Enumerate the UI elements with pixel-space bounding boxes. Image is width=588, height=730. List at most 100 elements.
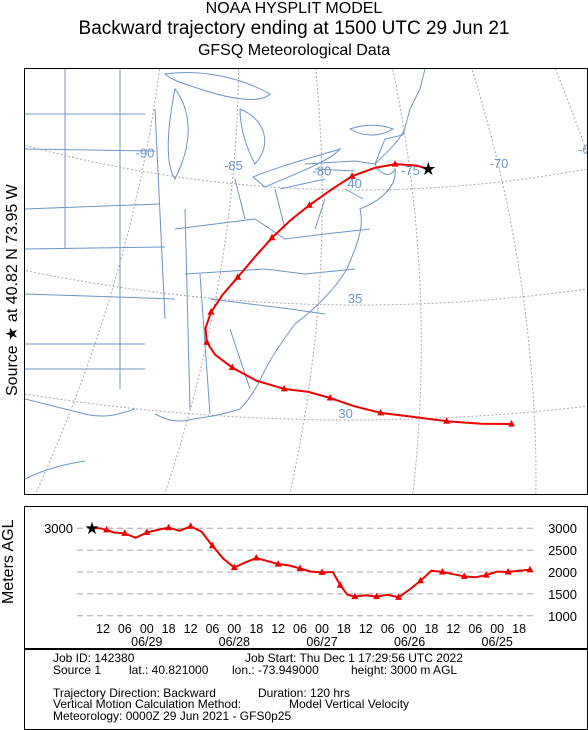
parallel-line [25, 269, 587, 306]
height-marker [274, 560, 282, 567]
hour-tick-label: 06 [293, 622, 307, 636]
latitude-label: 40 [347, 176, 361, 191]
title-line-2: Backward trajectory ending at 1500 UTC 2… [78, 18, 510, 39]
height-gridlines [77, 527, 533, 617]
height-marker [143, 528, 151, 535]
hour-tick-label: 00 [403, 622, 417, 636]
meridian-line [471, 69, 537, 494]
source-latitude: lat.: 40.821000 [129, 663, 209, 677]
height-marker [103, 525, 111, 533]
height-marker [208, 541, 216, 549]
hour-tick-label: 06 [468, 622, 482, 636]
map-boundaries [25, 69, 426, 480]
map-grid-labels: -90 -85 -80 -75 -70 -65 40 35 30 [136, 142, 587, 421]
date-tick-label: 06/28 [219, 635, 250, 648]
height-marker [336, 581, 344, 588]
hour-tick-label: 00 [140, 622, 154, 636]
hour-tick-label: 06 [118, 622, 132, 636]
height-tick-label: 1500 [548, 587, 577, 602]
height-marker [187, 522, 195, 529]
map-grid [25, 69, 587, 494]
trajectory-duration: Duration: 120 hrs [258, 686, 351, 700]
height-marker [121, 529, 129, 536]
height-tick-label: 2000 [548, 565, 577, 580]
vertical-method-value: Model Vertical Velocity [289, 697, 410, 711]
source-location-label: Source ★ at 40.82 N 73.95 W [4, 184, 21, 396]
latitude-label: 30 [338, 406, 352, 421]
height-marker [417, 576, 424, 584]
height-profile-svg: 3000 1000 1500 2000 2500 3000 ★ 12 06 00 18 12 06… [44, 519, 577, 649]
run-info-footer: Job ID: 142380 Job Start: Thu Dec 1 17:2… [24, 649, 588, 730]
hour-tick-label: 00 [227, 622, 241, 636]
trajectory-marker [326, 394, 334, 401]
height-marker [373, 592, 381, 600]
height-tick-label: 1000 [548, 609, 577, 624]
hour-tick-label: 18 [512, 622, 526, 636]
height-marker [460, 572, 468, 579]
source-number: Source 1 [53, 663, 102, 677]
meridian-line [164, 69, 240, 494]
trajectory-marker [280, 384, 288, 392]
meteorology-info: Meteorology: 0000Z 29 Jun 2021 - GFS0p25 [53, 709, 292, 723]
height-marker [526, 565, 534, 573]
hour-tick-label: 18 [249, 622, 263, 636]
hour-tick-label: 00 [315, 622, 329, 636]
parallel-line [25, 144, 587, 191]
trajectory-path: ★ [203, 159, 515, 427]
hour-tick-label: 12 [359, 622, 373, 636]
meridian-line [289, 69, 323, 494]
height-source-star-icon: ★ [84, 519, 99, 538]
hour-tick-label: 12 [446, 622, 460, 636]
latitude-label: 35 [348, 291, 362, 306]
source-height: height: 3000 m AGL [351, 663, 458, 677]
trajectory-marker [228, 363, 236, 371]
vertical-method-label: Vertical Motion Calculation Method: [53, 697, 242, 711]
trajectory-marker [443, 417, 451, 424]
height-marker [296, 564, 304, 571]
hour-tick-label: 12 [271, 622, 285, 636]
title-line-3: GFSQ Meteorological Data [197, 42, 391, 59]
trajectory-marker [377, 408, 385, 416]
height-marker [351, 592, 359, 600]
height-profile-line: ★ [84, 519, 534, 600]
date-tick-label: 06/25 [482, 635, 513, 648]
height-marker [252, 554, 260, 561]
date-tick-label: 06/29 [131, 635, 162, 648]
height-marker [318, 568, 326, 575]
height-tick-label: 2500 [548, 543, 577, 558]
height-marker [438, 568, 446, 575]
longitude-label: -65 [578, 142, 587, 157]
meridian-line [34, 69, 161, 494]
hour-tick-label: 18 [337, 622, 351, 636]
trajectory-marker [203, 338, 211, 345]
hour-tick-label: 12 [184, 622, 198, 636]
hour-tick-label: 06 [381, 622, 395, 636]
start-height-label: 3000 [44, 521, 73, 536]
trajectory-marker [508, 420, 515, 427]
longitude-label: -70 [490, 156, 509, 171]
trajectory-marker [391, 160, 399, 167]
hour-tick-label: 00 [490, 622, 504, 636]
trajectory-line [204, 163, 512, 425]
height-line [92, 525, 531, 599]
map-svg: -90 -85 -80 -75 -70 -65 40 35 30 ★ [25, 69, 587, 494]
date-tick-label: 06/26 [394, 635, 425, 648]
height-marker [395, 593, 403, 600]
trajectory-marker [234, 273, 242, 280]
height-tick-label: 3000 [548, 521, 577, 536]
longitude-label: -90 [136, 146, 155, 161]
trajectory-marker [348, 172, 356, 179]
source-star-icon: ★ [420, 159, 436, 179]
height-profile-panel: 3000 1000 1500 2000 2500 3000 ★ 12 06 00 18 12 06… [24, 506, 588, 649]
height-marker [504, 568, 512, 575]
altitude-axis-label: Meters AGL [0, 519, 17, 604]
trajectory-marker [207, 308, 215, 315]
height-right-labels: 1000 1500 2000 2500 3000 [548, 521, 577, 624]
meridian-line [392, 69, 422, 494]
trajectory-marker [268, 233, 276, 241]
hour-tick-label: 06 [205, 622, 219, 636]
source-longitude: lon.: -73.949000 [232, 663, 319, 677]
hour-tick-label: 18 [424, 622, 438, 636]
height-marker [230, 563, 238, 571]
meridian-line [554, 69, 587, 155]
